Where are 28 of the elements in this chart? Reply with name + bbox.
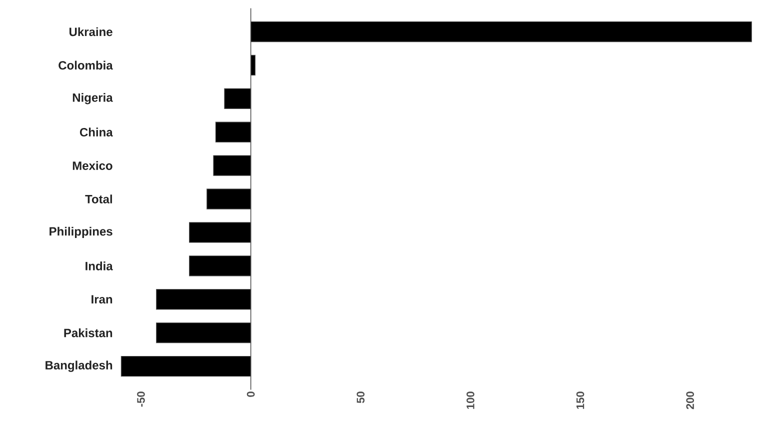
x-tick-label: 50 <box>356 392 365 404</box>
bar <box>213 155 252 176</box>
bar <box>215 122 252 142</box>
y-tick-label: Pakistan <box>64 328 112 338</box>
y-tick-label: India <box>86 262 113 270</box>
x-tick-label: 100 <box>466 392 474 409</box>
x-tick-label: 0 <box>246 392 255 397</box>
y-tick-label: Iran <box>92 295 112 304</box>
y-tick-label: China <box>80 128 113 137</box>
bar <box>250 54 256 76</box>
bar <box>206 188 252 210</box>
x-tick-label: 150 <box>576 392 584 409</box>
bar <box>188 222 252 243</box>
bar <box>156 322 252 344</box>
x-tick-label: -50 <box>137 392 145 407</box>
bar <box>250 21 752 42</box>
y-tick-label: Mexico <box>72 161 112 170</box>
bar <box>156 289 252 310</box>
y-tick-label: Philippines <box>50 226 112 238</box>
x-tick-label: 200 <box>686 392 694 410</box>
bar <box>120 356 252 377</box>
bar <box>224 88 252 109</box>
y-tick-label: Total <box>85 194 112 204</box>
bar <box>188 256 252 276</box>
y-tick-label: Ukraine <box>70 27 112 36</box>
y-tick-label: Nigeria <box>72 93 113 104</box>
y-tick-label: Colombia <box>58 60 113 70</box>
y-tick-label: Bangladesh <box>46 360 112 372</box>
